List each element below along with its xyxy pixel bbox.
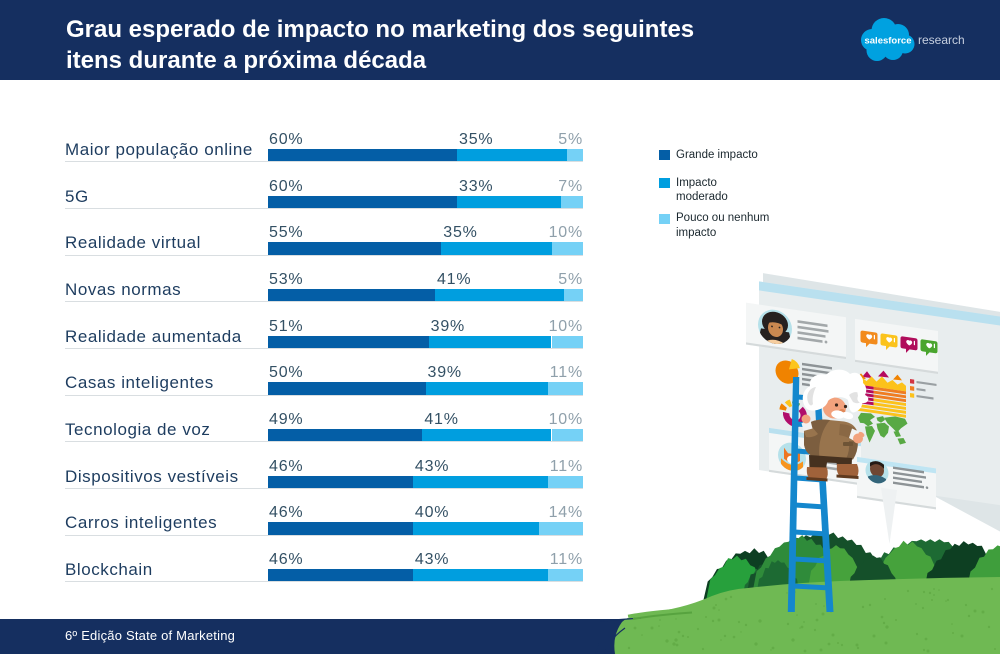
svg-text:research: research [918, 33, 965, 47]
svg-text:salesforce: salesforce [864, 36, 911, 47]
